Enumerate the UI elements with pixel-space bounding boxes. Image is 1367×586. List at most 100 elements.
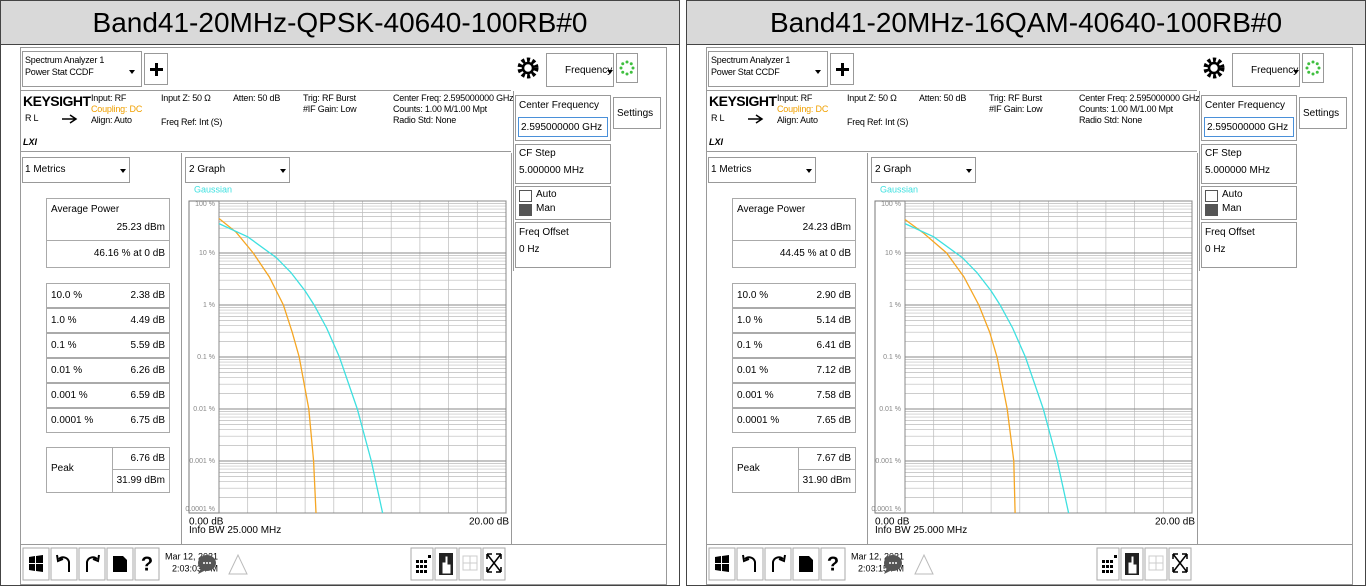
metric-db: 7.58 dB <box>816 390 851 401</box>
y-tick-label: 0.01 % <box>879 406 901 413</box>
avg-label: Average Power <box>51 204 120 215</box>
man-box <box>1205 204 1218 216</box>
alert-icon <box>914 553 934 575</box>
header-input-z: Input Z: 50 Ω <box>847 93 897 103</box>
window2-menu[interactable]: 2 Graph <box>185 157 290 183</box>
keypad-dot <box>416 560 419 563</box>
metric-percent: 0.01 % <box>737 365 769 376</box>
header-if-gain: #IF Gain: Low <box>989 104 1043 114</box>
header-atten: Atten: 50 dB <box>233 93 281 103</box>
metric-percent: 1.0 % <box>737 315 763 326</box>
window2-menu[interactable]: 2 Graph <box>871 157 976 183</box>
message-dot <box>203 562 205 564</box>
metric-row <box>46 383 170 408</box>
keypad-dot <box>424 560 427 563</box>
metrics-window <box>707 153 868 545</box>
peak-block <box>46 447 170 493</box>
legend-label: Gaussian <box>194 184 232 194</box>
metric-db: 7.12 dB <box>816 365 851 376</box>
windows-icon <box>715 555 729 572</box>
keypad-dot <box>1106 560 1109 563</box>
dropdown-arrow <box>120 169 126 173</box>
y-tick-label: 0.1 % <box>883 354 901 361</box>
softkey-center-freq[interactable]: Center Frequency 2.595000000 GHz <box>515 95 611 141</box>
busy-dot <box>629 62 633 66</box>
header-input-z: Input Z: 50 Ω <box>161 93 211 103</box>
busy-dot <box>1315 70 1319 74</box>
settings-label: Settings <box>617 108 654 119</box>
window-grid-lines <box>463 556 477 570</box>
ccdf-curve <box>904 223 1070 514</box>
softkey-value: 0 Hz <box>1205 244 1226 255</box>
softkey-auto: Auto <box>536 189 557 200</box>
app-selector[interactable]: Spectrum Analyzer 1 Power Stat CCDF <box>22 51 142 87</box>
header-if-gain: #IF Gain: Low <box>303 104 357 114</box>
lxi-logo: LXI <box>23 137 38 147</box>
add-button[interactable] <box>830 53 854 85</box>
window1-menu[interactable]: 1 Metrics <box>22 157 130 183</box>
ccdf-graph: 100 % 10 % 1 % 0.1 % 0.01 % 0.001 % 0.0001 % 0.… <box>871 184 1195 527</box>
x-tick-label: 0.00 dB <box>189 517 224 528</box>
avg-pct: 46.16 % at 0 dB <box>93 248 165 259</box>
dropdown-arrow <box>1293 70 1299 74</box>
softkey-cf-step[interactable]: CF Step 5.000000 MHz <box>1201 144 1297 184</box>
keypad-dot <box>416 570 419 573</box>
keypad-dot <box>1110 570 1113 573</box>
window1-menu[interactable]: 1 Metrics <box>708 157 816 183</box>
metric-db: 6.75 dB <box>130 415 165 426</box>
metric-row <box>46 308 170 333</box>
y-tick-label: 0.001 % <box>189 458 215 465</box>
busy-dot <box>1315 62 1319 66</box>
softkey-auto-man[interactable]: Auto Man <box>1201 186 1297 220</box>
man-box <box>519 204 532 216</box>
softkey-freq-offset[interactable]: Freq Offset 0 Hz <box>515 222 611 268</box>
taskbar-button <box>410 547 434 581</box>
header-align: Align: Auto <box>91 115 132 125</box>
add-button[interactable] <box>144 53 168 85</box>
settings-tab[interactable]: Settings <box>1299 97 1347 129</box>
message-dot <box>895 562 897 564</box>
mode-menu[interactable]: Frequency <box>546 53 614 87</box>
window2-label: 2 Graph <box>189 164 226 175</box>
busy-dot <box>625 72 629 76</box>
softkey-man: Man <box>1222 203 1242 214</box>
lxi-logo: LXI <box>709 137 724 147</box>
y-tick-label: 1 % <box>889 302 901 309</box>
keypad-dot <box>424 565 427 568</box>
peak-block <box>732 447 856 493</box>
app-selector[interactable]: Spectrum Analyzer 1 Power Stat CCDF <box>708 51 828 87</box>
softkey-freq-offset[interactable]: Freq Offset 0 Hz <box>1201 222 1297 268</box>
metric-row <box>732 408 856 433</box>
softkey-label: Freq Offset <box>1205 227 1255 238</box>
dropdown-arrow <box>806 169 812 173</box>
softkey-auto-man[interactable]: Auto Man <box>515 186 611 220</box>
peak-split <box>112 447 113 493</box>
header-atten: Atten: 50 dB <box>919 93 967 103</box>
y-tick-label: 10 % <box>199 250 215 257</box>
window1-label: 1 Metrics <box>711 164 752 175</box>
header-rule <box>707 151 1197 152</box>
softkey-column <box>513 91 612 271</box>
gear-ring <box>1207 61 1221 75</box>
metric-row <box>46 358 170 383</box>
y-tick-label: 0.1 % <box>197 354 215 361</box>
peak-dbm: 31.90 dBm <box>802 475 851 486</box>
mode-menu[interactable]: Frequency <box>1232 53 1300 87</box>
keypad-dot <box>428 555 431 558</box>
metric-percent: 10.0 % <box>737 290 769 301</box>
peak-rule <box>798 469 856 470</box>
settings-tab[interactable]: Settings <box>613 97 661 129</box>
date: Mar 12, 2021 <box>165 551 218 561</box>
keypad-dot <box>1110 565 1113 568</box>
softkey-label: Center Frequency <box>519 100 600 111</box>
taskbar-icons: ? Mar 12, 2021 2:03:03 PM <box>22 547 506 581</box>
header-radio-std: Radio Std: None <box>393 115 457 125</box>
softkey-cf-step[interactable]: CF Step 5.000000 MHz <box>515 144 611 184</box>
taskbar-button <box>764 547 792 581</box>
softkey-center-freq[interactable]: Center Frequency 2.595000000 GHz <box>1201 95 1297 141</box>
mode-menu-label: Frequency <box>565 65 613 76</box>
metric-db: 5.59 dB <box>130 340 165 351</box>
ccdf-curve <box>218 217 317 514</box>
metric-db: 6.26 dB <box>130 365 165 376</box>
